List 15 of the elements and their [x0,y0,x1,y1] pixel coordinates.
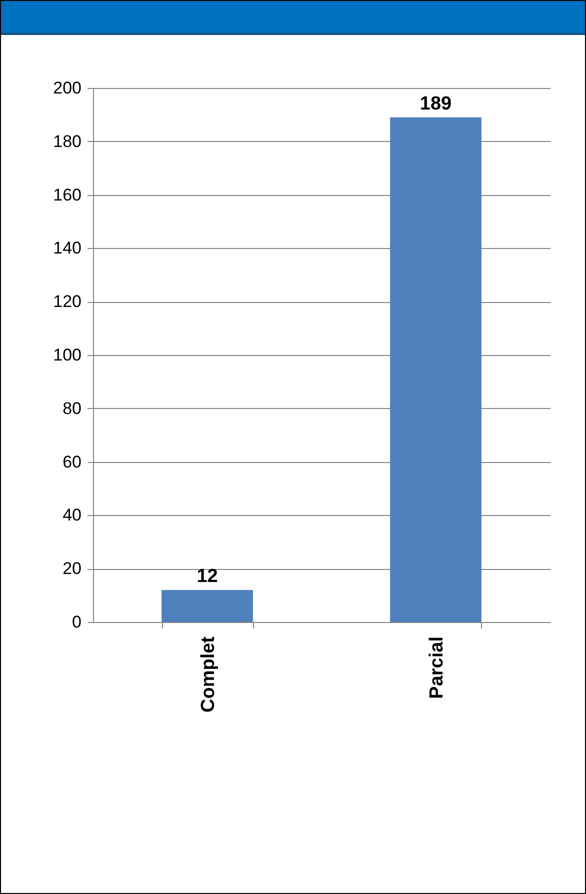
x-tick-label: Complet [198,636,219,712]
y-tick-label: 120 [53,292,82,312]
y-tick-label: 40 [62,506,82,525]
y-tick-label: 60 [62,452,82,472]
y-tick-label: 20 [62,559,82,578]
data-label: 189 [420,93,452,114]
data-label: 12 [196,566,218,587]
y-tick-label: 140 [53,238,82,258]
y-tick-label: 160 [53,185,82,204]
x-tick-label: Parcial [426,636,448,699]
y-tick-label: 200 [53,78,82,98]
y-tick-label: 80 [62,398,82,418]
y-tick-label: 100 [53,346,82,364]
y-tick-label: 180 [53,132,82,151]
y-tick-label: 0 [72,612,82,632]
